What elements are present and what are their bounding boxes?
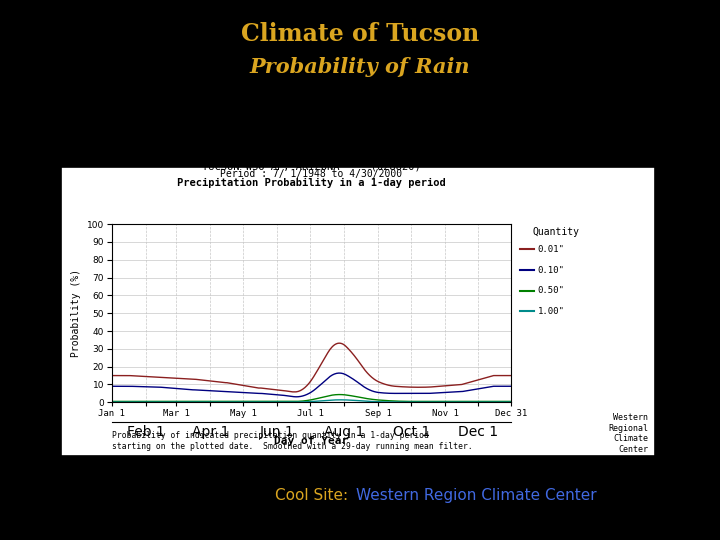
Text: Climate of Tucson: Climate of Tucson xyxy=(241,22,479,45)
Text: Probability of Rain: Probability of Rain xyxy=(250,57,470,77)
Text: Cool Site:: Cool Site: xyxy=(275,488,353,503)
Text: Western
Regional
Climate
Center: Western Regional Climate Center xyxy=(608,414,648,454)
Text: Precipitation Probability in a 1-day period: Precipitation Probability in a 1-day per… xyxy=(176,178,446,188)
Text: 0.50": 0.50" xyxy=(538,286,564,295)
Text: 0.10": 0.10" xyxy=(538,266,564,274)
Text: 0.01": 0.01" xyxy=(538,245,564,254)
Text: Western Region Climate Center: Western Region Climate Center xyxy=(356,488,597,503)
Y-axis label: Probability (%): Probability (%) xyxy=(71,269,81,357)
Text: Period : 7/ 1/1948 to 4/30/2000: Period : 7/ 1/1948 to 4/30/2000 xyxy=(220,169,402,179)
Text: Probability of indicated precipitation quantity in a 1-day period
starting on th: Probability of indicated precipitation q… xyxy=(112,431,472,451)
Text: 1.00": 1.00" xyxy=(538,307,564,315)
Text: TUCSON WSO AP, ARIZONA     (028820): TUCSON WSO AP, ARIZONA (028820) xyxy=(202,161,420,172)
Text: Day of Year: Day of Year xyxy=(274,436,348,446)
Text: Quantity: Quantity xyxy=(533,227,580,237)
